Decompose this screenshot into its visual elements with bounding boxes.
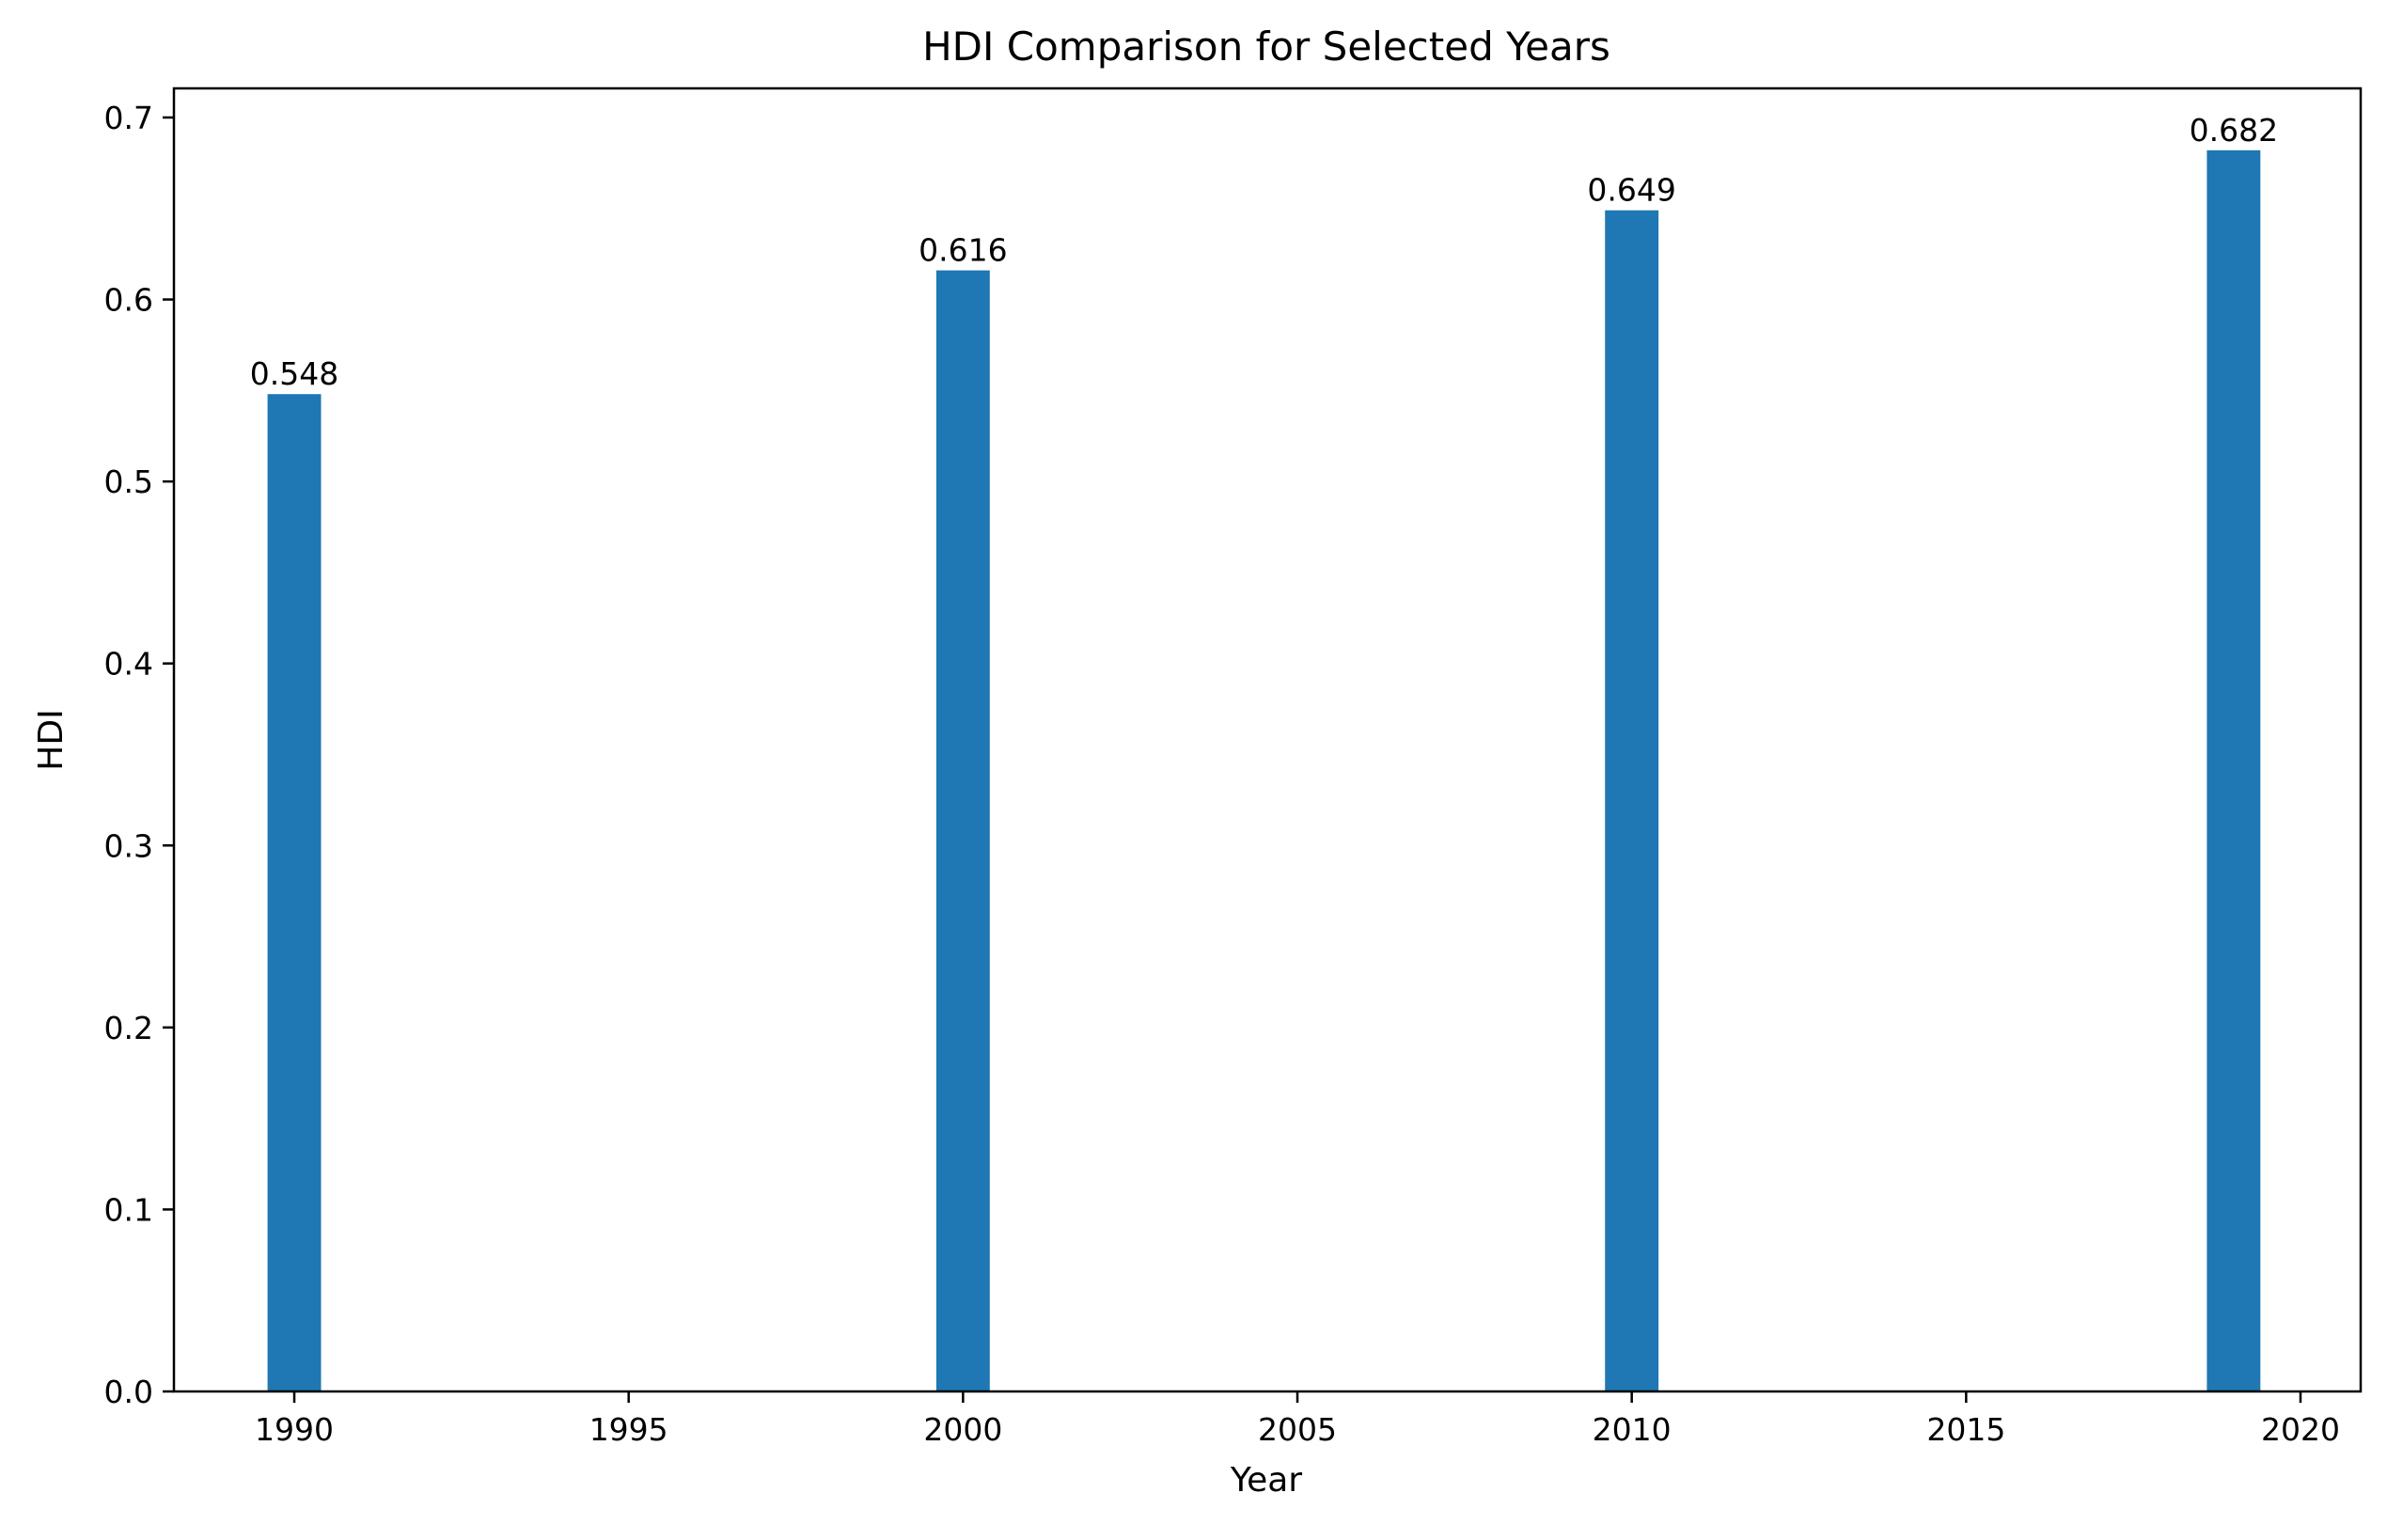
y-tick-label: 0.7 [104, 100, 153, 136]
y-tick-label: 0.5 [104, 464, 153, 500]
bar-1990 [267, 394, 322, 1392]
x-tick-label: 1995 [589, 1411, 668, 1448]
y-axis-label: HDI [32, 709, 71, 770]
plot-area-frame [172, 86, 2363, 1393]
data-label-2019: 0.682 [2190, 112, 2278, 149]
x-tick-label: 2010 [1593, 1411, 1672, 1448]
y-tick-label: 0.6 [104, 282, 153, 319]
x-axis-ticks: 1990 1995 2000 2005 2010 2015 2020 [255, 1391, 2340, 1448]
bar-2000 [935, 270, 990, 1391]
y-axis-ticks: 0.0 0.1 0.2 0.3 0.4 0.5 0.6 0.7 [104, 100, 174, 1410]
bar-2019 [2206, 149, 2261, 1391]
bar-2010 [1605, 210, 1659, 1391]
x-tick-label: 2000 [923, 1411, 1002, 1448]
x-tick-label: 2005 [1258, 1411, 1337, 1448]
data-label-2000: 0.616 [919, 232, 1007, 269]
data-labels-group: 0.548 0.616 0.649 0.682 [250, 112, 2278, 392]
x-tick-label: 1990 [255, 1411, 334, 1448]
x-tick-label: 2015 [1926, 1411, 2005, 1448]
data-label-1990: 0.548 [250, 355, 338, 392]
y-tick-label: 0.0 [104, 1374, 153, 1410]
x-tick-label: 2020 [2261, 1411, 2340, 1448]
y-tick-label: 0.2 [104, 1010, 153, 1046]
chart-title: HDI Comparison for Selected Years [922, 24, 1610, 70]
y-tick-label: 0.4 [104, 646, 153, 683]
y-tick-label: 0.3 [104, 827, 153, 864]
x-axis-label: Year [1230, 1461, 1302, 1500]
y-tick-label: 0.1 [104, 1191, 153, 1228]
bars-group [267, 149, 2261, 1392]
data-label-2010: 0.649 [1587, 172, 1675, 209]
